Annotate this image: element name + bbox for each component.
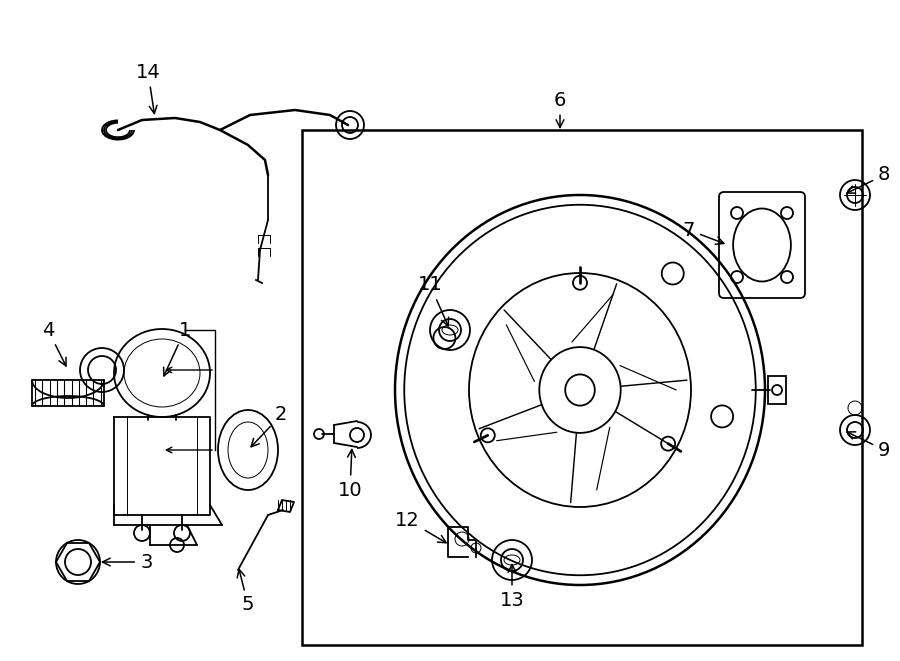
Text: 11: 11 <box>418 276 448 326</box>
Text: 12: 12 <box>395 510 446 543</box>
Text: 2: 2 <box>251 405 287 447</box>
Text: 5: 5 <box>238 569 254 615</box>
Text: 13: 13 <box>500 564 525 609</box>
Text: 7: 7 <box>682 221 724 245</box>
Text: 8: 8 <box>847 165 890 193</box>
Text: 1: 1 <box>164 321 191 376</box>
Bar <box>768 376 786 404</box>
Text: 9: 9 <box>847 432 890 459</box>
Text: 14: 14 <box>136 63 160 114</box>
Text: 10: 10 <box>338 449 363 500</box>
Text: 4: 4 <box>41 321 66 366</box>
Text: 6: 6 <box>554 91 566 128</box>
Text: 3: 3 <box>103 553 152 572</box>
Bar <box>302 130 862 645</box>
